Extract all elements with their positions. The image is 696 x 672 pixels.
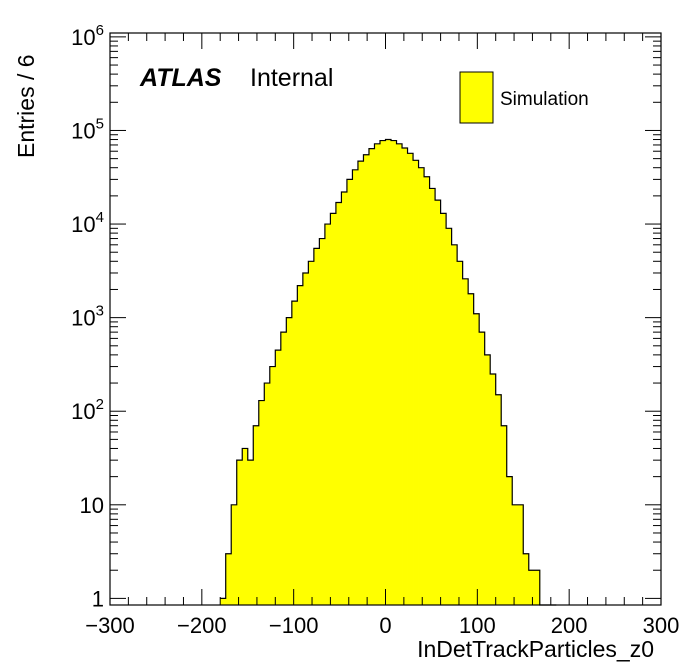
histogram-bar — [247, 460, 254, 605]
histogram-outline — [220, 138, 557, 606]
histogram-bar — [402, 147, 408, 605]
x-tick-label: −300 — [85, 613, 135, 638]
histogram-bars — [220, 139, 541, 606]
histogram-bar — [275, 350, 282, 605]
histogram-bar — [335, 202, 342, 606]
histogram-bar — [517, 504, 524, 605]
histogram-bar — [484, 354, 491, 605]
histogram-bar — [363, 154, 370, 605]
histogram-bar — [385, 139, 392, 605]
histogram-bar — [396, 143, 403, 605]
histogram-bar — [352, 169, 359, 606]
histogram-bar — [220, 598, 227, 605]
y-tick-labels: 1 10 102 103 104 105 106 — [71, 22, 104, 612]
atlas-label: ATLAS — [139, 64, 222, 92]
histogram-bar — [242, 448, 249, 605]
x-tick-label: 100 — [459, 613, 496, 638]
histogram-bar — [413, 160, 419, 606]
x-tick-label: −100 — [269, 613, 319, 638]
histogram-bar — [391, 140, 397, 605]
histogram-bar — [495, 394, 502, 605]
histogram-bar — [291, 301, 298, 605]
histogram-bar — [269, 366, 276, 605]
histogram-bar — [379, 140, 386, 605]
histogram-bar — [346, 179, 353, 605]
histogram-bar — [264, 383, 271, 605]
histogram-bar — [457, 261, 464, 605]
histogram-bar — [368, 148, 375, 605]
y-tick-label: 106 — [71, 22, 104, 50]
y-tick-label: 102 — [71, 396, 104, 424]
histogram-bar — [424, 176, 430, 605]
histogram-bar — [374, 143, 381, 605]
histogram-bar — [418, 167, 425, 605]
histogram-bar — [407, 153, 414, 605]
histogram-bar — [468, 293, 475, 605]
histogram-bar — [319, 238, 326, 606]
histogram-bar — [435, 200, 441, 605]
histogram-bar — [302, 272, 309, 605]
histogram-bar — [528, 570, 535, 605]
internal-label: Internal — [250, 64, 333, 92]
histogram-bar — [501, 425, 508, 605]
histogram-bar — [429, 188, 436, 605]
legend-swatch-simulation — [459, 71, 494, 124]
y-axis-title: Entries / 6 — [13, 54, 39, 158]
x-tick-label: 0 — [379, 613, 391, 638]
y-tick-label: 103 — [71, 303, 104, 331]
histogram-bar — [506, 476, 513, 605]
histogram-bar — [523, 553, 530, 605]
x-axis-title: InDetTrackParticles_z0 — [417, 636, 654, 662]
histogram-bar — [286, 317, 293, 605]
histogram-bar — [330, 213, 337, 605]
histogram-bar — [462, 278, 469, 605]
histogram-bar — [341, 192, 348, 605]
histogram-bar — [446, 228, 453, 605]
legend: Simulation — [459, 71, 589, 124]
histogram-bar — [231, 504, 238, 605]
histogram-bar — [280, 332, 287, 605]
histogram-bar — [236, 460, 243, 605]
histogram-bar — [253, 425, 260, 605]
histogram-bar — [490, 373, 497, 605]
y-tick-label: 105 — [71, 115, 104, 143]
x-tick-label: 200 — [551, 613, 588, 638]
x-tick-label: −200 — [177, 613, 227, 638]
histogram-bar — [451, 244, 458, 605]
histogram-bar — [225, 553, 232, 605]
histogram-bar — [313, 248, 320, 605]
histogram-bar — [357, 161, 364, 605]
histogram-bar — [258, 400, 265, 605]
histogram-bar — [473, 313, 480, 605]
histogram-bar — [297, 285, 304, 605]
histogram-bar — [308, 261, 315, 605]
histogram-bar — [512, 504, 519, 605]
histogram-bar — [534, 570, 541, 605]
y-tick-label: 104 — [71, 209, 104, 237]
legend-label-simulation: Simulation — [500, 89, 589, 110]
y-tick-label: 10 — [80, 493, 104, 518]
x-tick-labels: −300 −200 −100 0 100 200 300 — [85, 613, 679, 638]
y-tick-label: 1 — [92, 586, 104, 611]
histogram-bar — [324, 224, 331, 606]
histogram-bar — [479, 332, 486, 605]
histogram-bar — [440, 213, 447, 605]
x-tick-label: 300 — [643, 613, 680, 638]
plot-frame — [109, 32, 662, 606]
